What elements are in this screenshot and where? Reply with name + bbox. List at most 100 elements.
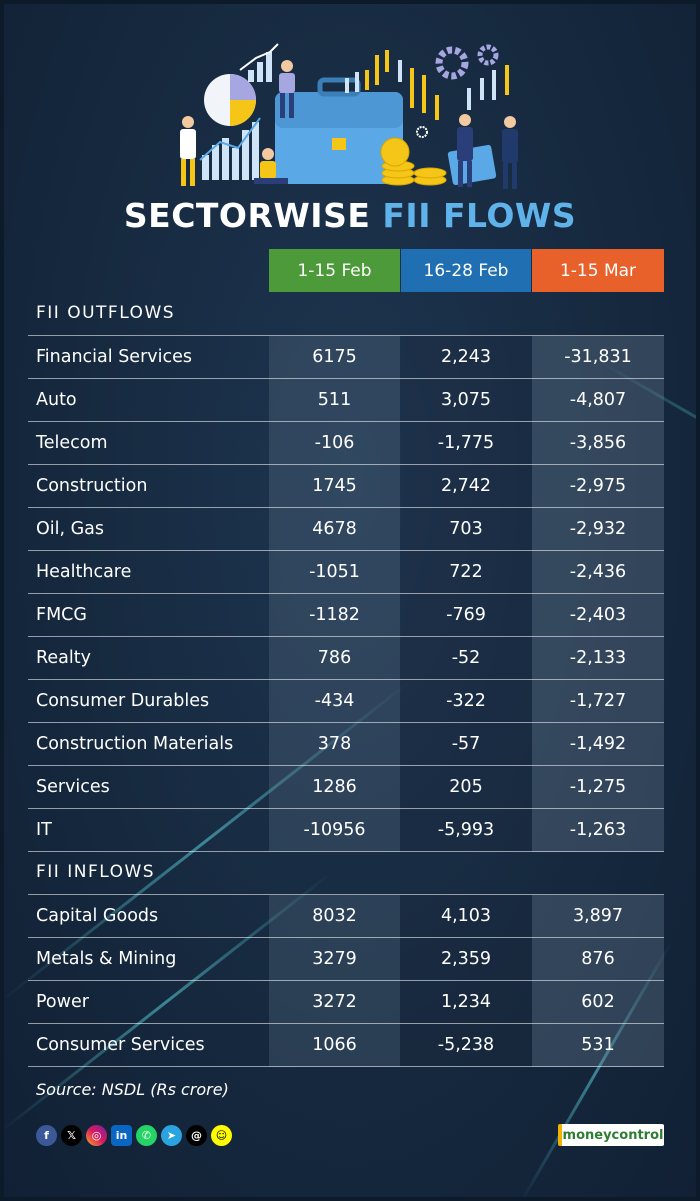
sector-name: Consumer Durables: [36, 691, 210, 711]
sector-name: Metals & Mining: [36, 949, 177, 969]
sector-name: Capital Goods: [36, 906, 159, 926]
value-cell: 6175: [269, 336, 400, 379]
value-cell: 786: [269, 637, 400, 680]
value-cell: -3,856: [532, 422, 664, 465]
section-label: FII OUTFLOWS: [36, 303, 176, 323]
column-header-3: 1-15 Mar: [532, 249, 664, 292]
value-cell: 1286: [269, 766, 400, 809]
value-cell: 3272: [269, 981, 400, 1024]
value-cell: -52: [401, 637, 531, 680]
table-row: -10956 -5,993 -1,263 IT: [28, 808, 664, 852]
page-title: SECTORWISE FII FLOWS: [0, 196, 700, 235]
value-cell: -2,932: [532, 508, 664, 551]
value-cell: 205: [401, 766, 531, 809]
x-icon[interactable]: 𝕏: [61, 1125, 82, 1146]
value-cell: -434: [269, 680, 400, 723]
table-row: -106 -1,775 -3,856 Telecom: [28, 421, 664, 465]
table-row: -1182 -769 -2,403 FMCG: [28, 593, 664, 637]
title-part-2: FII FLOWS: [382, 196, 577, 235]
value-cell: -1,263: [532, 809, 664, 852]
value-cell: 3,075: [401, 379, 531, 422]
value-cell: 531: [532, 1024, 664, 1067]
facebook-icon[interactable]: f: [36, 1125, 57, 1146]
sector-name: Financial Services: [36, 347, 192, 367]
table-row: 8032 4,103 3,897 Capital Goods: [28, 894, 664, 938]
snapchat-icon[interactable]: ☺: [211, 1125, 232, 1146]
value-cell: -1,492: [532, 723, 664, 766]
column-header-2: 16-28 Feb: [401, 249, 531, 292]
value-cell: -5,993: [401, 809, 531, 852]
sector-name: Realty: [36, 648, 91, 668]
value-cell: 511: [269, 379, 400, 422]
title-part-1: SECTORWISE: [123, 196, 371, 235]
sector-name: FMCG: [36, 605, 87, 625]
value-cell: -4,807: [532, 379, 664, 422]
sector-name: Auto: [36, 390, 77, 410]
table-row: -1051 722 -2,436 Healthcare: [28, 550, 664, 594]
value-cell: -1,775: [401, 422, 531, 465]
table-row: 6175 2,243 -31,831 Financial Services: [28, 335, 664, 379]
table-row: 3279 2,359 876 Metals & Mining: [28, 937, 664, 981]
sector-name: Oil, Gas: [36, 519, 105, 539]
value-cell: -31,831: [532, 336, 664, 379]
threads-icon[interactable]: @: [186, 1125, 207, 1146]
moneycontrol-logo[interactable]: moneycontrol: [558, 1124, 664, 1146]
value-cell: -106: [269, 422, 400, 465]
source-note: Source: NSDL (Rs crore): [36, 1080, 229, 1099]
value-cell: -769: [401, 594, 531, 637]
value-cell: -5,238: [401, 1024, 531, 1067]
value-cell: -10956: [269, 809, 400, 852]
sector-name: IT: [36, 820, 52, 840]
value-cell: -322: [401, 680, 531, 723]
finance-illustration: [180, 43, 518, 189]
linkedin-icon[interactable]: in: [111, 1125, 132, 1146]
sector-name: Telecom: [36, 433, 108, 453]
table-row: -434 -322 -1,727 Consumer Durables: [28, 679, 664, 723]
table-row: 3272 1,234 602 Power: [28, 980, 664, 1024]
social-icons: f 𝕏 ◎ in ✆ ➤ @ ☺: [36, 1125, 232, 1147]
value-cell: 876: [532, 938, 664, 981]
value-cell: -2,975: [532, 465, 664, 508]
value-cell: 8032: [269, 895, 400, 938]
value-cell: -1,727: [532, 680, 664, 723]
value-cell: -1051: [269, 551, 400, 594]
value-cell: 2,742: [401, 465, 531, 508]
sector-name: Healthcare: [36, 562, 132, 582]
table-row: 4678 703 -2,932 Oil, Gas: [28, 507, 664, 551]
section-label: FII INFLOWS: [36, 862, 156, 882]
value-cell: 4678: [269, 508, 400, 551]
table-row: 378 -57 -1,492 Construction Materials: [28, 722, 664, 766]
value-cell: 4,103: [401, 895, 531, 938]
value-cell: 2,359: [401, 938, 531, 981]
value-cell: -2,436: [532, 551, 664, 594]
value-cell: -2,133: [532, 637, 664, 680]
value-cell: -2,403: [532, 594, 664, 637]
sector-name: Construction: [36, 476, 148, 496]
sector-name: Services: [36, 777, 110, 797]
table-row: 1745 2,742 -2,975 Construction: [28, 464, 664, 508]
table-rule: [28, 1066, 664, 1067]
whatsapp-icon[interactable]: ✆: [136, 1125, 157, 1146]
value-cell: -1182: [269, 594, 400, 637]
instagram-icon[interactable]: ◎: [86, 1125, 107, 1146]
value-cell: 1,234: [401, 981, 531, 1024]
value-cell: 378: [269, 723, 400, 766]
table-rule: [28, 851, 664, 852]
value-cell: 602: [532, 981, 664, 1024]
value-cell: -1,275: [532, 766, 664, 809]
value-cell: 703: [401, 508, 531, 551]
value-cell: 722: [401, 551, 531, 594]
sector-name: Power: [36, 992, 89, 1012]
table-row: 1286 205 -1,275 Services: [28, 765, 664, 809]
value-cell: 3,897: [532, 895, 664, 938]
table-row: 1066 -5,238 531 Consumer Services: [28, 1023, 664, 1067]
value-cell: 1066: [269, 1024, 400, 1067]
table-row: 511 3,075 -4,807 Auto: [28, 378, 664, 422]
value-cell: 3279: [269, 938, 400, 981]
sector-name: Construction Materials: [36, 734, 234, 754]
value-cell: 1745: [269, 465, 400, 508]
telegram-icon[interactable]: ➤: [161, 1125, 182, 1146]
person-figure: [180, 116, 196, 186]
value-cell: 2,243: [401, 336, 531, 379]
